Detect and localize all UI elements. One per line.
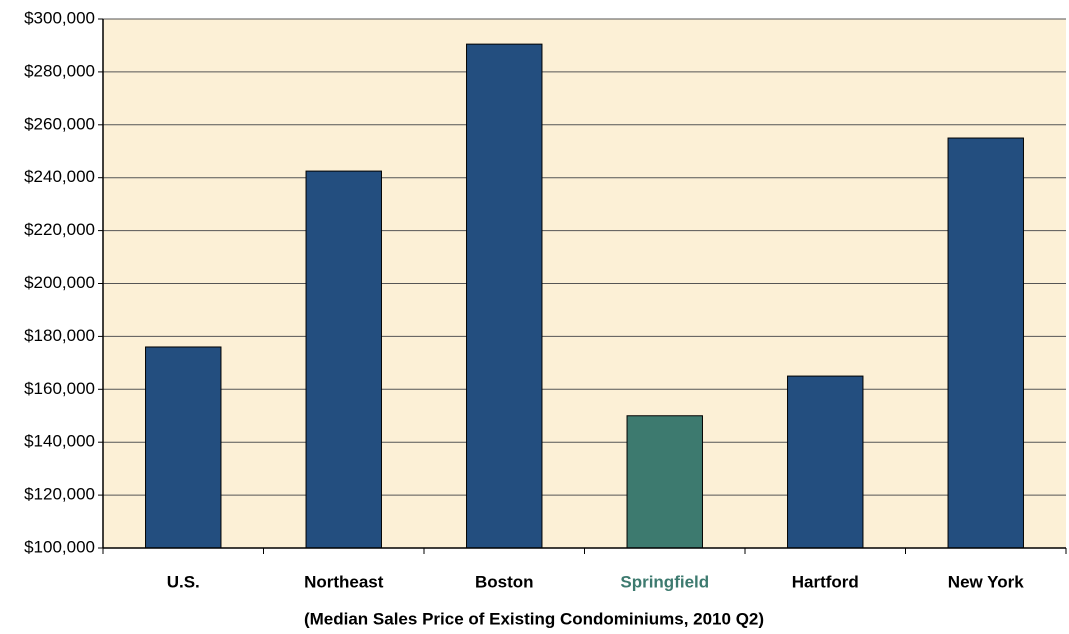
x-tick-label: New York xyxy=(948,572,1024,591)
y-tick-label: $300,000 xyxy=(24,8,95,27)
x-tick-label: Boston xyxy=(475,572,534,591)
x-tick-label: Northeast xyxy=(304,572,384,591)
bar xyxy=(626,415,703,549)
bar xyxy=(947,137,1024,549)
x-tick-label: Springfield xyxy=(620,572,709,591)
y-tick-label: $280,000 xyxy=(24,61,95,80)
x-axis-label: (Median Sales Price of Existing Condomin… xyxy=(304,609,764,628)
y-tick-label: $100,000 xyxy=(24,537,95,556)
y-tick-label: $260,000 xyxy=(24,114,95,133)
bar xyxy=(787,375,864,549)
bar xyxy=(145,346,222,549)
x-tick-label: Hartford xyxy=(792,572,859,591)
y-tick-label: $160,000 xyxy=(24,379,95,398)
y-tick-label: $240,000 xyxy=(24,167,95,186)
bar xyxy=(305,170,382,549)
y-tick-label: $200,000 xyxy=(24,273,95,292)
y-tick-label: $180,000 xyxy=(24,326,95,345)
x-tick-label: U.S. xyxy=(167,572,200,591)
bar xyxy=(466,43,543,549)
y-tick-label: $120,000 xyxy=(24,485,95,504)
y-tick-label: $140,000 xyxy=(24,432,95,451)
y-tick-label: $220,000 xyxy=(24,220,95,239)
